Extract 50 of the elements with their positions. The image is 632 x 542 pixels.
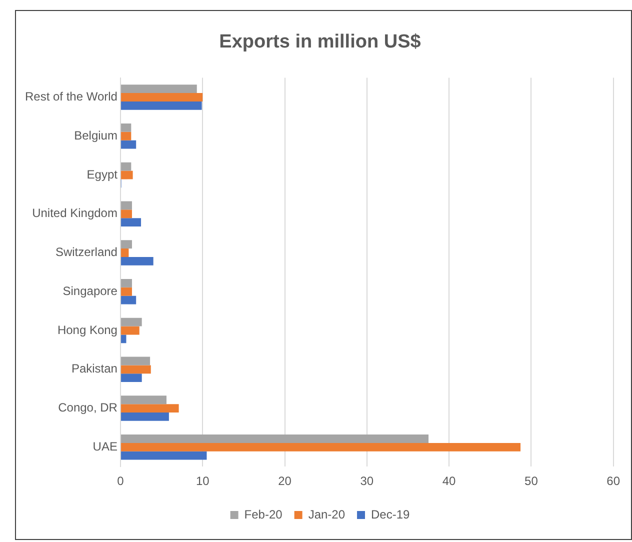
bar xyxy=(120,434,429,443)
x-tick-label: 30 xyxy=(360,474,374,488)
bar xyxy=(120,442,521,452)
x-tick-label: 10 xyxy=(196,474,210,488)
x-tick-label: 0 xyxy=(117,474,124,488)
bar xyxy=(120,279,132,288)
y-tick-label: Hong Kong xyxy=(57,322,118,337)
bar xyxy=(120,218,142,227)
y-tick-label: UAE xyxy=(92,439,118,454)
bar xyxy=(120,334,126,344)
bar xyxy=(120,374,142,382)
y-tick-label: Singapore xyxy=(62,284,118,298)
bar xyxy=(120,162,132,171)
bar xyxy=(120,318,142,326)
bar xyxy=(120,256,154,266)
bar xyxy=(120,132,132,140)
bar xyxy=(120,296,136,304)
legend-label: Feb-20 xyxy=(244,507,283,522)
y-tick-label: Switzerland xyxy=(55,245,118,260)
bar xyxy=(120,240,132,249)
legend-label: Jan-20 xyxy=(308,507,346,522)
x-tick-label: 20 xyxy=(278,474,292,488)
bar xyxy=(120,140,136,149)
bar xyxy=(120,210,132,218)
bar xyxy=(120,412,169,421)
bar xyxy=(120,123,132,132)
x-tick-label: 60 xyxy=(606,474,620,488)
y-tick-label: Egypt xyxy=(86,167,118,182)
bar xyxy=(120,365,151,374)
bar xyxy=(120,248,129,257)
y-tick-label: Pakistan xyxy=(71,362,118,376)
bar xyxy=(120,396,166,404)
bar xyxy=(120,101,202,110)
bar xyxy=(120,287,132,296)
x-tick-label: 40 xyxy=(442,474,456,488)
bar xyxy=(120,170,133,180)
y-tick-label: Belgium xyxy=(74,128,118,142)
x-tick-label: 50 xyxy=(524,474,538,488)
y-tick-label: Congo, DR xyxy=(58,400,118,415)
chart-title: Exports in million US$ xyxy=(219,32,422,53)
bar xyxy=(120,356,150,366)
legend-label: Dec-19 xyxy=(371,507,410,522)
bar xyxy=(120,451,207,460)
y-tick-label: Rest of the World xyxy=(25,90,118,104)
bar xyxy=(120,404,179,412)
y-tick-label: United Kingdom xyxy=(32,206,118,220)
bar xyxy=(120,93,203,102)
bar xyxy=(120,84,197,94)
bar xyxy=(120,201,132,210)
bar xyxy=(120,326,140,335)
